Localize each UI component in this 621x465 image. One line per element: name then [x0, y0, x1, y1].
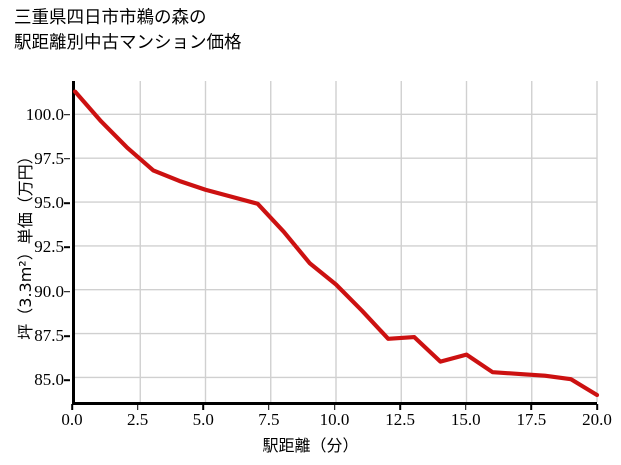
y-tick-mark — [64, 335, 70, 337]
y-axis-title: 坪（3.3m²）単価（万円） — [16, 148, 35, 340]
x-tick-label: 15.0 — [450, 410, 481, 429]
plot-area — [72, 81, 600, 405]
x-tick-label: 0.0 — [61, 410, 83, 429]
x-tick-mark — [136, 404, 139, 410]
x-tick-label: 10.0 — [319, 410, 350, 429]
gridlines — [75, 81, 598, 402]
data-series-layer — [72, 89, 600, 398]
x-tick-mark — [464, 404, 467, 410]
y-tick-label: 100.0 — [25, 104, 64, 124]
x-tick-mark — [71, 404, 73, 410]
x-axis-title: 駅距離（分） — [262, 436, 359, 455]
y-tick-mark — [64, 202, 70, 204]
y-tick-label: 90.0 — [34, 281, 64, 301]
y-tick-mark — [64, 113, 70, 116]
x-tick-mark — [399, 404, 401, 410]
y-tick-mark — [64, 290, 70, 293]
y-tick-label: 87.5 — [34, 325, 64, 345]
x-tick-mark — [333, 404, 336, 410]
y-axis-tick-labels: 85.0 87.5 90.0 92.5 95.0 97.5 100.0 — [0, 81, 70, 405]
x-tick-label: 12.5 — [385, 410, 415, 429]
page-title: 三重県四日市市鵜の森の 駅距離別中古マンション価格 — [14, 8, 242, 53]
x-tick-mark — [268, 404, 270, 410]
x-tick-label: 20.0 — [582, 410, 612, 429]
y-tick-mark — [64, 158, 70, 160]
x-tick-mark — [530, 404, 533, 410]
x-tick-label: 5.0 — [192, 410, 214, 429]
x-tick-label: 17.5 — [516, 410, 547, 429]
y-tick-label: 97.5 — [34, 148, 64, 168]
x-tick-label: 7.5 — [258, 410, 280, 429]
y-tick-mark — [64, 246, 70, 249]
x-axis-tick-labels: 0.0 2.5 5.0 7.5 10.0 12.5 15.0 17.5 20.0 — [61, 404, 612, 434]
y-tick-label: 92.5 — [34, 237, 64, 257]
x-tick-mark — [202, 404, 205, 410]
y-tick-label: 85.0 — [34, 370, 64, 390]
data-line-series-0 — [72, 89, 600, 398]
y-tick-label: 95.0 — [34, 193, 64, 213]
y-tick-mark — [64, 379, 70, 381]
x-tick-mark — [596, 404, 598, 410]
x-tick-label: 2.5 — [127, 410, 149, 429]
